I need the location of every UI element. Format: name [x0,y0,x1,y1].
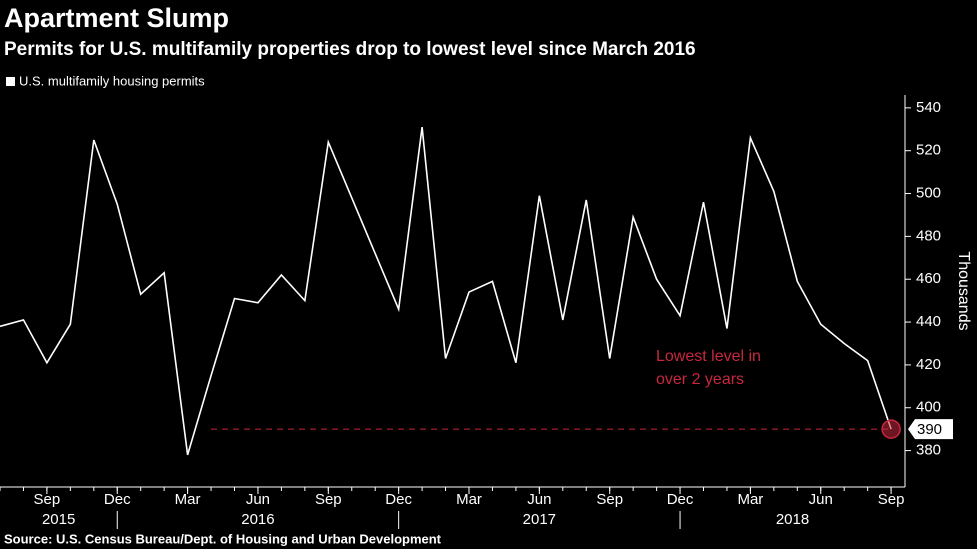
source: Source: U.S. Census Bureau/Dept. of Hous… [4,531,442,546]
y-tick-label: 400 [916,399,941,416]
x-tick-label: Mar [737,491,763,508]
x-tick-label: Mar [456,491,482,508]
y-tick-label: 460 [916,270,941,287]
annotation: over 2 years [656,371,744,388]
x-tick-label: Dec [104,491,131,508]
y-axis-label: Thousands [955,251,972,330]
year-label: 2016 [241,511,274,528]
y-tick-label: 500 [916,185,941,202]
x-tick-label: Sep [596,491,623,508]
x-tick-label: Sep [315,491,342,508]
highlight-marker [881,419,901,439]
x-tick-label: Jun [246,491,270,508]
x-tick-label: Dec [667,491,694,508]
y-tick-label: 480 [916,227,941,244]
legend-label: U.S. multifamily housing permits [19,73,205,88]
x-tick-label: Sep [878,491,905,508]
y-tick-label: 380 [916,442,941,459]
year-label: 2017 [523,511,556,528]
value-label-box [908,419,953,440]
year-label: 2015 [42,511,75,528]
year-label: 2018 [776,511,809,528]
chart-title: Apartment Slump [4,3,229,33]
value-label: 390 [917,421,942,438]
x-tick-label: Jun [809,491,833,508]
legend-swatch [6,77,15,86]
y-tick-label: 440 [916,313,941,330]
chart-subtitle: Permits for U.S. multifamily properties … [4,39,696,60]
y-tick-label: 540 [916,99,941,116]
x-tick-label: Dec [385,491,412,508]
y-tick-label: 420 [916,356,941,373]
series-line [0,127,892,456]
x-tick-label: Mar [175,491,201,508]
x-tick-label: Sep [34,491,61,508]
y-tick-label: 520 [916,142,941,159]
x-tick-label: Jun [527,491,551,508]
annotation: Lowest level in [656,348,761,365]
